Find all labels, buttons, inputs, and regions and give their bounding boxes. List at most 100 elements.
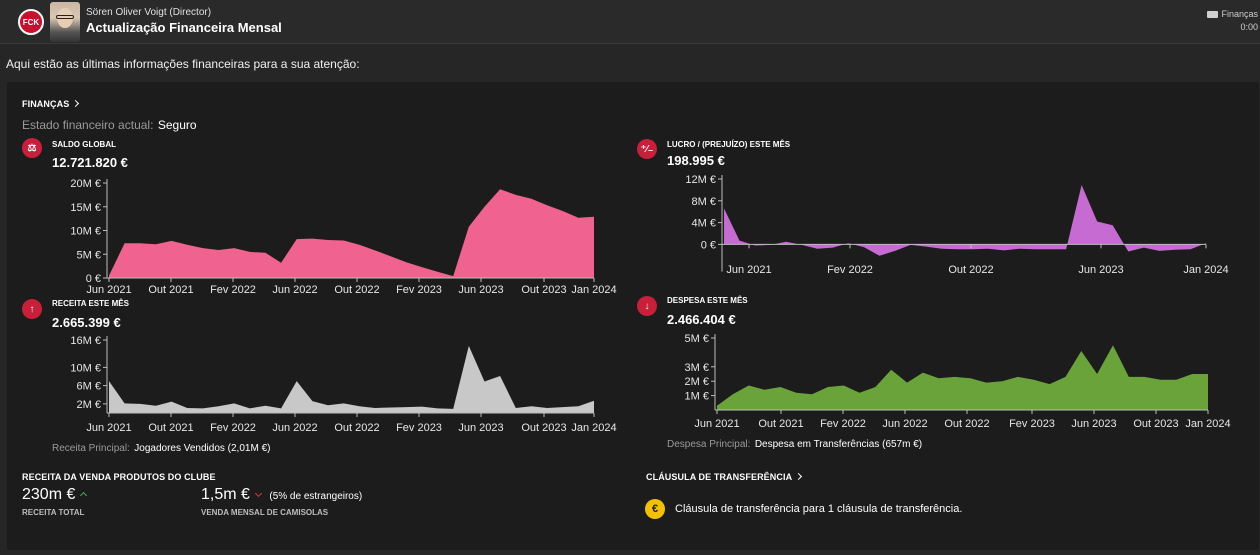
message-header: FCK Sören Oliver Voigt (Director) Actual… [0, 0, 1260, 44]
merch-total-label: RECEITA TOTAL [22, 508, 85, 517]
state-value: Seguro [157, 118, 197, 132]
sender-name[interactable]: Sören Oliver Voigt (Director) [86, 7, 212, 18]
finance-state: Estado financeiro actual: Seguro [22, 116, 197, 134]
x-tick-label: Jun 2022 [272, 284, 317, 296]
finance-panel: FINANÇAS Estado financeiro actual: Segur… [7, 82, 1259, 550]
x-tick-label: Jun 2021 [86, 284, 131, 296]
y-tick-label: 4M € [692, 218, 716, 230]
y-tick-label: 5M € [685, 333, 709, 345]
x-tick-label: Jun 2023 [458, 284, 503, 296]
clause-title: CLÁUSULA DE TRANSFERÊNCIA [646, 472, 793, 482]
x-tick-label: Out 2023 [521, 422, 566, 434]
euro-coin-icon: € [645, 499, 665, 519]
y-tick-label: 5M € [77, 249, 101, 261]
income-label: RECEITA ESTE MÊS [52, 299, 129, 308]
expense-chart[interactable]: 5M € 3M € 2M € 1M € Jun 2021 Out 2021 Fev 2022… [685, 333, 1231, 430]
merch-monthly-note: (5% de estrangeiros) [269, 491, 363, 502]
x-tick-label: Out 2021 [148, 422, 193, 434]
finance-title: FINANÇAS [22, 99, 70, 109]
profit-chart[interactable]: 12M € 8M € 4M € 0 € Jun 2021 Fev 2022 Out 2022… [685, 174, 1228, 276]
x-tick-label: Jan 2024 [1183, 264, 1228, 276]
tag-icon [1207, 11, 1219, 19]
balance-label: SALDO GLOBAL [52, 140, 116, 149]
expense-main: Despesa Principal: Despesa em Transferên… [667, 434, 922, 452]
x-tick-label: Fev 2022 [827, 264, 873, 276]
balance-chart[interactable]: 20M € 15M € 10M € 5M € 0 €Jun 2021 Out 2021 Fe… [70, 178, 616, 296]
y-tick-label: 0 € [701, 239, 716, 251]
arrow-down-icon: ↓ [637, 296, 657, 316]
trend-down-icon [254, 489, 262, 498]
y-tick-label: 20M € [70, 178, 101, 190]
intro-text: Aqui estão as últimas informações financ… [6, 57, 360, 71]
trend-up-icon [80, 491, 88, 500]
x-tick-label: Fev 2022 [210, 422, 256, 434]
merch-title: RECEITA DA VENDA PRODUTOS DO CLUBE [22, 472, 216, 482]
x-tick-label: Out 2022 [948, 264, 993, 276]
y-tick-label: 16M € [70, 335, 101, 347]
x-tick-label: Fev 2022 [210, 284, 256, 296]
y-tick-label: 8M € [692, 196, 716, 208]
x-tick-label: Out 2021 [148, 284, 193, 296]
clause-link[interactable]: CLÁUSULA DE TRANSFERÊNCIA [646, 472, 803, 482]
message-time: 0:00 [1240, 22, 1258, 32]
merch-monthly-value: 1,5m € [201, 486, 250, 503]
y-tick-label: 3M € [685, 362, 709, 374]
x-tick-label: Fev 2023 [1009, 418, 1055, 430]
profit-label: LUCRO / (PREJUÍZO) ESTE MÊS [667, 140, 791, 149]
y-tick-label: 10M € [70, 362, 101, 374]
arrow-up-icon: ↑ [22, 299, 42, 319]
expense-value: 2.466.404 € [667, 312, 736, 327]
y-tick-label: 10M € [70, 226, 101, 238]
x-tick-label: Jun 2023 [1071, 418, 1116, 430]
y-tick-label: 2M € [77, 399, 101, 411]
x-tick-label: Out 2021 [758, 418, 803, 430]
x-tick-label: Out 2022 [334, 284, 379, 296]
x-tick-label: Jan 2024 [571, 422, 616, 434]
income-value: 2.665.399 € [52, 315, 121, 330]
income-main-value: Jogadores Vendidos (2,01M €) [134, 443, 271, 454]
merch-total: 230m € [22, 486, 88, 504]
x-tick-label: Jan 2024 [1185, 418, 1230, 430]
lucro-preju-zo-este-m-sarea [724, 185, 1206, 256]
x-tick-label: Jun 2022 [272, 422, 317, 434]
income-chart[interactable]: 16M € 10M € 6M € 2M € Jun 2021 Out 2021 Fev 20… [70, 335, 616, 434]
x-tick-label: Jun 2021 [86, 422, 131, 434]
x-tick-label: Jan 2024 [571, 284, 616, 296]
profit-loss-icon: ⁺⁄₋ [637, 139, 657, 159]
message-subject: Actualização Financeira Mensal [86, 20, 282, 35]
club-logo: FCK [18, 9, 44, 35]
x-tick-label: Out 2023 [521, 284, 566, 296]
chevron-right-icon [795, 472, 803, 481]
merch-total-value: 230m € [22, 486, 76, 503]
despesa-este-m-sarea [717, 345, 1208, 410]
scale-icon: ⚖ [22, 138, 42, 158]
clause-text: Cláusula de transferência para 1 cláusul… [675, 503, 963, 515]
x-tick-label: Out 2022 [334, 422, 379, 434]
expense-main-value: Despesa em Transferências (657m €) [754, 439, 923, 450]
x-tick-label: Jun 2021 [694, 418, 739, 430]
y-tick-label: 6M € [77, 381, 101, 393]
message-meta: Finanças 0:00 [1207, 8, 1258, 34]
x-tick-label: Out 2023 [1133, 418, 1178, 430]
receita-este-m-sarea [109, 345, 594, 413]
y-tick-label: 15M € [70, 202, 101, 214]
x-tick-label: Jun 2022 [882, 418, 927, 430]
x-tick-label: Jun 2023 [458, 422, 503, 434]
profit-value: 198.995 € [667, 153, 725, 168]
expense-main-label: Despesa Principal: [667, 439, 751, 450]
y-tick-label: 0 € [86, 273, 101, 285]
x-tick-label: Jun 2021 [726, 264, 771, 276]
avatar[interactable] [50, 2, 80, 42]
x-tick-label: Fev 2022 [820, 418, 866, 430]
income-main: Receita Principal: Jogadores Vendidos (2… [52, 438, 270, 456]
merch-monthly-label: VENDA MENSAL DE CAMISOLAS [201, 508, 329, 517]
finance-link[interactable]: FINANÇAS [22, 99, 80, 109]
charts-canvas: 20M €15M €10M €5M €0 €Jun 2021 Out 2021 Fe… [70, 174, 1231, 434]
balance-value: 12.721.820 € [52, 155, 128, 170]
message-category: Finanças [1221, 9, 1258, 19]
saldo-globalarea [109, 189, 594, 278]
merch-monthly: 1,5m € (5% de estrangeiros) [201, 486, 362, 504]
state-label: Estado financeiro actual: [22, 118, 154, 132]
y-tick-label: 1M € [685, 391, 709, 403]
income-main-label: Receita Principal: [52, 443, 130, 454]
